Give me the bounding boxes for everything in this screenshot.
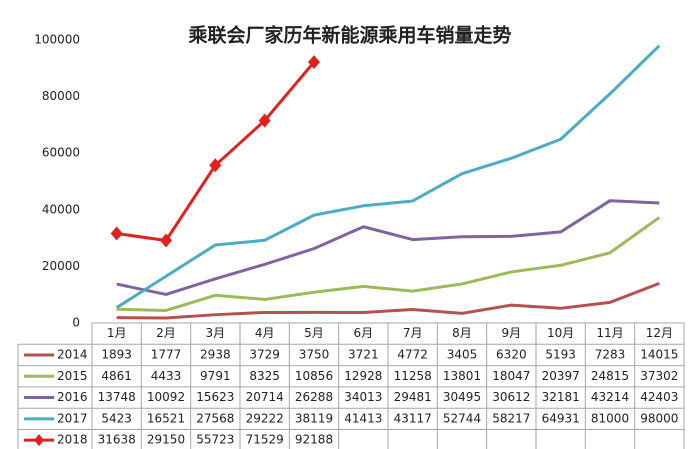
table-value: 55723 — [196, 433, 234, 447]
x-tick-label: 12月 — [646, 326, 673, 340]
x-tick-label: 1月 — [107, 326, 127, 340]
legend-label: 2014 — [57, 347, 88, 361]
y-tick-label: 100000 — [34, 33, 80, 47]
series-line — [116, 199, 660, 296]
table-value: 4433 — [151, 369, 182, 383]
table-value: 4772 — [397, 347, 428, 361]
table-value: 30495 — [443, 390, 481, 404]
x-tick-label: 7月 — [403, 326, 423, 340]
series-line — [115, 44, 661, 309]
table-value: 15623 — [196, 390, 234, 404]
y-tick-label: 80000 — [42, 89, 80, 103]
marker — [258, 113, 271, 128]
legend-marker — [34, 434, 44, 447]
x-tick-label: 6月 — [354, 326, 374, 340]
x-tick-label: 8月 — [452, 326, 472, 340]
legend-label: 2015 — [57, 369, 88, 383]
marker — [110, 226, 123, 241]
table-value: 43214 — [591, 390, 629, 404]
marker — [160, 233, 172, 248]
chart-title: 乘联会厂家历年新能源乘用车销量走势 — [187, 24, 511, 47]
table-value: 9791 — [200, 369, 231, 383]
table-value: 24815 — [591, 369, 629, 383]
table-value: 81000 — [591, 411, 629, 425]
table-value: 31638 — [98, 433, 136, 447]
y-tick-label: 60000 — [42, 146, 80, 160]
table-value: 30612 — [492, 390, 530, 404]
table-value: 4861 — [101, 369, 132, 383]
table-value: 27568 — [196, 411, 234, 425]
table-value: 71529 — [246, 433, 284, 447]
x-tick-label: 4月 — [255, 326, 275, 340]
table-value: 8325 — [249, 369, 280, 383]
table-value: 98000 — [640, 411, 678, 425]
legend-label: 2016 — [57, 390, 88, 404]
table-value: 32181 — [542, 390, 580, 404]
table-value: 58217 — [492, 411, 530, 425]
y-tick-label: 0 — [72, 316, 80, 330]
x-tick-label: 11月 — [596, 326, 623, 340]
marker — [308, 55, 320, 70]
table-value: 10092 — [147, 390, 185, 404]
legend-label: 2018 — [57, 433, 88, 447]
table-value: 64931 — [542, 411, 580, 425]
table-value: 43117 — [394, 411, 432, 425]
table-value: 3729 — [249, 347, 280, 361]
table-value: 29222 — [246, 411, 284, 425]
series-line — [116, 281, 660, 320]
table-value: 34013 — [344, 390, 382, 404]
table-value: 18047 — [492, 369, 530, 383]
table-value: 1893 — [101, 347, 132, 361]
legend-label: 2017 — [57, 411, 88, 425]
x-tick-label: 3月 — [206, 326, 226, 340]
table-value: 10856 — [295, 369, 333, 383]
table-value: 92188 — [295, 433, 333, 447]
table-value: 3405 — [447, 347, 478, 361]
table-value: 38119 — [295, 411, 333, 425]
table-value: 2938 — [200, 347, 231, 361]
table-value: 6320 — [496, 347, 527, 361]
table-value: 16521 — [147, 411, 185, 425]
table-value: 42403 — [640, 390, 678, 404]
table-value: 52744 — [443, 411, 481, 425]
table-value: 11258 — [394, 369, 432, 383]
x-tick-label: 2月 — [156, 326, 176, 340]
table-value: 29481 — [394, 390, 432, 404]
table-value: 5193 — [545, 347, 576, 361]
table-value: 7283 — [595, 347, 626, 361]
y-tick-label: 40000 — [42, 202, 80, 216]
table-value: 3750 — [299, 347, 330, 361]
table-value: 29150 — [147, 433, 185, 447]
table-value: 13748 — [98, 390, 136, 404]
table-value: 3721 — [348, 347, 379, 361]
table-value: 5423 — [101, 411, 132, 425]
table-value: 14015 — [640, 347, 678, 361]
series-line — [116, 216, 661, 312]
table-value: 1777 — [151, 347, 182, 361]
table-value: 20397 — [542, 369, 580, 383]
table-value: 37302 — [640, 369, 678, 383]
table-value: 26288 — [295, 390, 333, 404]
table-value: 41413 — [344, 411, 382, 425]
x-tick-label: 5月 — [304, 326, 324, 340]
table-value: 13801 — [443, 369, 481, 383]
table-value: 12928 — [344, 369, 382, 383]
x-tick-label: 9月 — [502, 326, 522, 340]
marker — [209, 158, 222, 173]
x-tick-label: 10月 — [547, 326, 574, 340]
y-tick-label: 20000 — [42, 259, 80, 273]
table-value: 20714 — [246, 390, 284, 404]
